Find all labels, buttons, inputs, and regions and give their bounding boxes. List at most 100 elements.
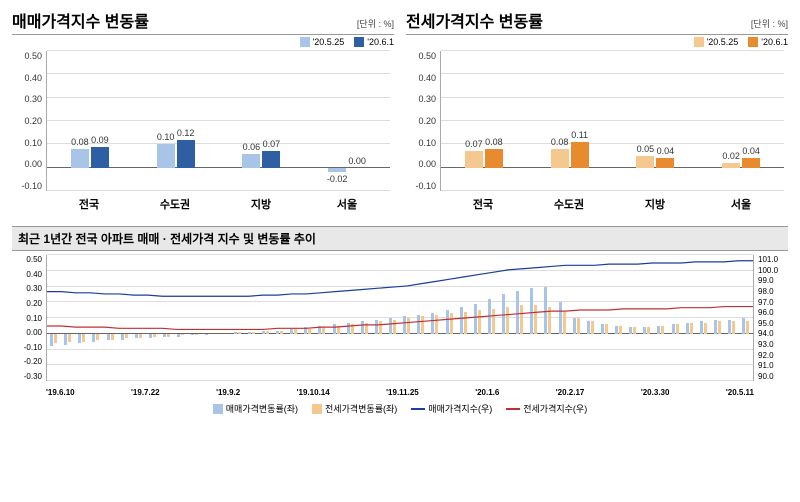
ts-x-label: '20.2.17 [556,388,585,397]
ts-legend-item: 전세가격변동률(좌) [312,402,397,415]
y-tick: 0.10 [406,138,436,148]
x-category: 서울 [322,196,372,216]
ts-left-tick: -0.20 [12,357,42,366]
bar-group: 0.080.09 [65,51,115,191]
rent-legend-2: '20.6.1 [761,37,788,47]
ts-right-tick: 100.0 [758,266,788,275]
x-category: 지방 [236,196,286,216]
ts-legend-item: 매매가격지수(우) [411,402,492,415]
ts-x-label: '20.3.30 [641,388,670,397]
bar-group: 0.100.12 [151,51,201,191]
ts-x-label: '19.7.22 [131,388,160,397]
bar-value-label: 0.07 [256,139,286,149]
ts-x-label: '19.11.25 [386,388,419,397]
bar-group: 0.020.04 [716,51,766,191]
bar-value-label: 0.08 [479,137,509,147]
bar [551,149,569,168]
bar [465,151,483,167]
sale-x-axis: 전국 수도권 지방 서울 [46,196,390,216]
sale-legend-2: '20.6.1 [367,37,394,47]
rent-y-axis: 0.500.400.300.200.100.00-0.10 [406,51,436,191]
y-tick: 0.50 [406,51,436,61]
legend-label: 매매가격지수(우) [428,402,492,415]
ts-right-tick: 99.0 [758,276,788,285]
rent-plot-area: 0.070.080.080.110.050.040.020.04 [440,51,784,191]
x-category: 수도권 [544,196,594,216]
sale-y-axis: 0.500.400.300.200.100.00-0.10 [12,51,42,191]
timeseries-title: 최근 1년간 전국 아파트 매매 · 전세가격 지수 및 변동률 추이 [12,226,788,251]
ts-left-tick: 0.10 [12,314,42,323]
bar-group: 0.060.07 [236,51,286,191]
ts-legend: 매매가격변동률(좌) 전세가격변동률(좌) 매매가격지수(우) 전세가격지수(우) [12,402,788,415]
legend-swatch [213,404,223,414]
ts-lines-svg [47,255,753,381]
timeseries-chart: 0.500.400.300.200.100.00-0.10-0.20-0.30 … [12,255,788,415]
x-category: 전국 [458,196,508,216]
y-tick: 0.50 [12,51,42,61]
bar-group: 0.080.11 [545,51,595,191]
swatch-blue-dark [354,37,364,47]
sale-panel-title: 매매가격지수 변동률 [12,8,149,32]
bar-value-label: 0.12 [171,128,201,138]
timeseries-panel: 최근 1년간 전국 아파트 매매 · 전세가격 지수 및 변동률 추이 0.50… [12,226,788,415]
bar-value-label: 0.09 [85,135,115,145]
ts-right-tick: 101.0 [758,255,788,264]
rent-legend: '20.5.25 '20.6.1 [406,37,788,47]
bar [157,144,175,167]
bar [262,151,280,167]
legend-label: 매매가격변동률(좌) [226,402,298,415]
x-category: 수도권 [150,196,200,216]
bar-group: 0.050.04 [630,51,680,191]
bar-value-label: 0.04 [736,146,766,156]
ts-left-tick: 0.50 [12,255,42,264]
ts-x-label: '19.6.10 [46,388,75,397]
x-category: 전국 [64,196,114,216]
y-tick: -0.10 [406,181,436,191]
bar [722,163,740,168]
sale-plot-area: 0.080.09 0.100.12 0.060.07 -0.020.00 [46,51,390,191]
ts-legend-item: 전세가격지수(우) [506,402,587,415]
ts-right-tick: 95.0 [758,319,788,328]
rent-panel-unit: [단위 : %] [751,17,788,30]
ts-legend-item: 매매가격변동률(좌) [213,402,298,415]
ts-x-label: '19.9.2 [216,388,240,397]
ts-right-tick: 97.0 [758,298,788,307]
ts-right-tick: 96.0 [758,308,788,317]
y-tick: 0.20 [406,116,436,126]
y-tick: 0.40 [12,73,42,83]
ts-right-y-axis: 101.0100.099.098.097.096.095.094.093.092… [758,255,788,381]
rent-x-axis: 전국수도권지방서울 [440,196,784,216]
legend-swatch [312,404,322,414]
bar [242,154,260,168]
x-category: 지방 [630,196,680,216]
ts-x-label: '20.5.11 [726,388,754,397]
ts-right-tick: 94.0 [758,329,788,338]
ts-plot-area [46,255,754,381]
sale-legend-1: '20.5.25 [313,37,345,47]
bar-group: -0.020.00 [322,51,372,191]
y-tick: -0.10 [12,181,42,191]
swatch-orange-dark [748,37,758,47]
ts-line [47,261,753,297]
bar [742,158,760,167]
y-tick: 0.00 [406,159,436,169]
sale-bar-chart: 0.500.400.300.200.100.00-0.10 0.080.090.… [12,51,394,216]
ts-right-tick: 91.0 [758,361,788,370]
rent-legend-1: '20.5.25 [707,37,739,47]
swatch-orange-light [694,37,704,47]
bar [571,142,589,168]
rent-panel-title: 전세가격지수 변동률 [406,8,543,32]
ts-right-tick: 98.0 [758,287,788,296]
y-tick: 0.30 [406,94,436,104]
ts-line [47,307,753,330]
top-charts-row: 매매가격지수 변동률 [단위 : %] '20.5.25 '20.6.1 0.5… [12,8,788,216]
y-tick: 0.00 [12,159,42,169]
ts-left-tick: -0.10 [12,343,42,352]
ts-left-tick: 0.30 [12,284,42,293]
ts-x-axis: '19.6.10'19.7.22'19.9.2'19.10.14'19.11.2… [46,388,754,397]
bar [636,156,654,168]
sale-index-panel: 매매가격지수 변동률 [단위 : %] '20.5.25 '20.6.1 0.5… [12,8,394,216]
y-tick: 0.20 [12,116,42,126]
root: 매매가격지수 변동률 [단위 : %] '20.5.25 '20.6.1 0.5… [0,0,800,423]
ts-x-label: '20.1.6 [475,388,499,397]
